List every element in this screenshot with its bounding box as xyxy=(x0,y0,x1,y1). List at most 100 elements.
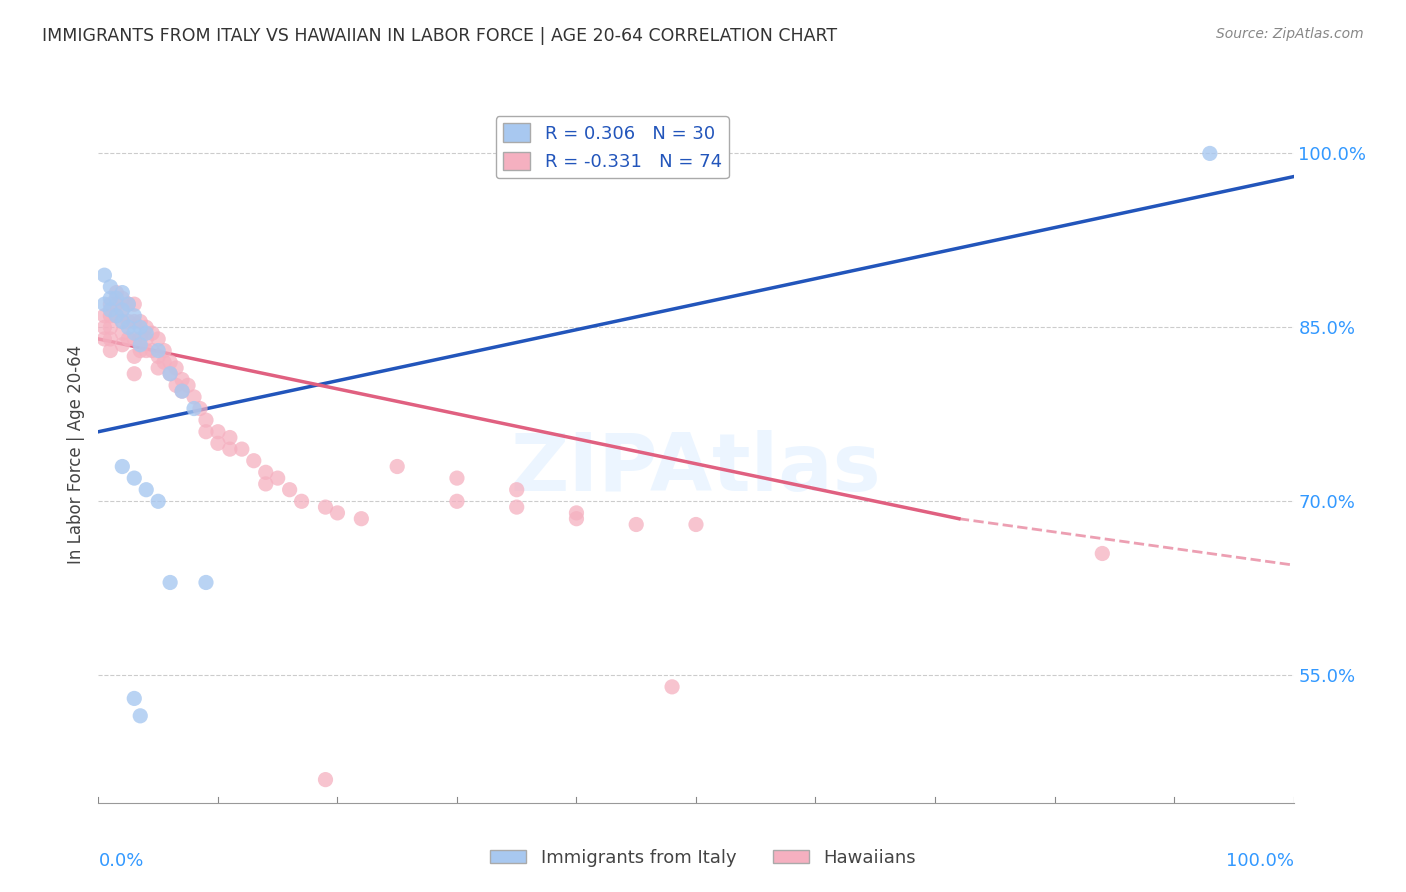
Point xyxy=(188,401,211,416)
Point xyxy=(624,517,647,532)
Point xyxy=(111,338,134,352)
Point xyxy=(446,471,468,485)
Point xyxy=(124,326,146,341)
Point xyxy=(278,483,301,497)
Point xyxy=(326,506,349,520)
Point xyxy=(1198,146,1220,161)
Point xyxy=(129,338,152,352)
Point xyxy=(111,459,134,474)
Point xyxy=(93,297,115,311)
Point xyxy=(105,309,128,323)
Point xyxy=(135,483,157,497)
Point xyxy=(350,511,373,525)
Point xyxy=(254,466,277,480)
Point xyxy=(105,297,128,311)
Point xyxy=(98,309,122,323)
Point xyxy=(135,332,157,346)
Point xyxy=(159,367,181,381)
Point xyxy=(105,291,128,305)
Point xyxy=(231,442,253,457)
Point xyxy=(207,425,229,439)
Point xyxy=(93,320,115,334)
Point xyxy=(219,431,242,445)
Point xyxy=(153,343,176,358)
Point xyxy=(1091,546,1114,560)
Point xyxy=(124,691,146,706)
Point xyxy=(177,378,200,392)
Point xyxy=(135,326,157,341)
Point xyxy=(93,309,115,323)
Point xyxy=(135,343,157,358)
Point xyxy=(385,459,409,474)
Text: Source: ZipAtlas.com: Source: ZipAtlas.com xyxy=(1216,27,1364,41)
Y-axis label: In Labor Force | Age 20-64: In Labor Force | Age 20-64 xyxy=(66,345,84,565)
Point xyxy=(98,303,122,318)
Point xyxy=(111,303,134,318)
Point xyxy=(565,506,588,520)
Point xyxy=(183,390,205,404)
Point xyxy=(290,494,312,508)
Point xyxy=(254,476,277,491)
Point xyxy=(111,285,134,300)
Point xyxy=(124,309,146,323)
Point xyxy=(148,332,170,346)
Point xyxy=(124,315,146,329)
Point xyxy=(148,494,170,508)
Point xyxy=(98,297,122,311)
Point xyxy=(148,343,170,358)
Point xyxy=(111,291,134,305)
Point xyxy=(172,373,194,387)
Point xyxy=(172,384,194,398)
Point xyxy=(117,320,139,334)
Point xyxy=(172,384,194,398)
Point xyxy=(446,494,468,508)
Point xyxy=(148,361,170,376)
Point xyxy=(93,332,115,346)
Point xyxy=(98,291,122,305)
Point xyxy=(117,297,139,311)
Point xyxy=(124,471,146,485)
Point xyxy=(98,320,122,334)
Point xyxy=(124,367,146,381)
Point xyxy=(98,332,122,346)
Point xyxy=(98,280,122,294)
Legend: Immigrants from Italy, Hawaiians: Immigrants from Italy, Hawaiians xyxy=(484,842,922,874)
Point xyxy=(685,517,707,532)
Point xyxy=(661,680,683,694)
Point xyxy=(105,285,128,300)
Text: 100.0%: 100.0% xyxy=(1226,852,1294,870)
Point xyxy=(129,332,152,346)
Point xyxy=(117,332,139,346)
Point xyxy=(93,268,115,282)
Point xyxy=(159,355,181,369)
Text: 0.0%: 0.0% xyxy=(98,852,143,870)
Point xyxy=(565,511,588,525)
Point xyxy=(148,350,170,364)
Point xyxy=(315,500,337,514)
Point xyxy=(111,315,134,329)
Point xyxy=(129,320,152,334)
Point xyxy=(135,320,157,334)
Legend: R = 0.306   N = 30, R = -0.331   N = 74: R = 0.306 N = 30, R = -0.331 N = 74 xyxy=(496,116,728,178)
Point xyxy=(129,315,152,329)
Point xyxy=(124,297,146,311)
Point xyxy=(129,343,152,358)
Point xyxy=(153,355,176,369)
Point xyxy=(219,442,242,457)
Point xyxy=(105,309,128,323)
Point xyxy=(111,326,134,341)
Point xyxy=(98,343,122,358)
Point xyxy=(111,303,134,318)
Point xyxy=(111,315,134,329)
Point xyxy=(165,378,187,392)
Point xyxy=(183,401,205,416)
Point xyxy=(165,361,187,376)
Point xyxy=(159,367,181,381)
Point xyxy=(207,436,229,450)
Point xyxy=(117,297,139,311)
Text: IMMIGRANTS FROM ITALY VS HAWAIIAN IN LABOR FORCE | AGE 20-64 CORRELATION CHART: IMMIGRANTS FROM ITALY VS HAWAIIAN IN LAB… xyxy=(42,27,838,45)
Point xyxy=(506,500,529,514)
Point xyxy=(194,425,217,439)
Point xyxy=(194,413,217,427)
Point xyxy=(141,326,163,341)
